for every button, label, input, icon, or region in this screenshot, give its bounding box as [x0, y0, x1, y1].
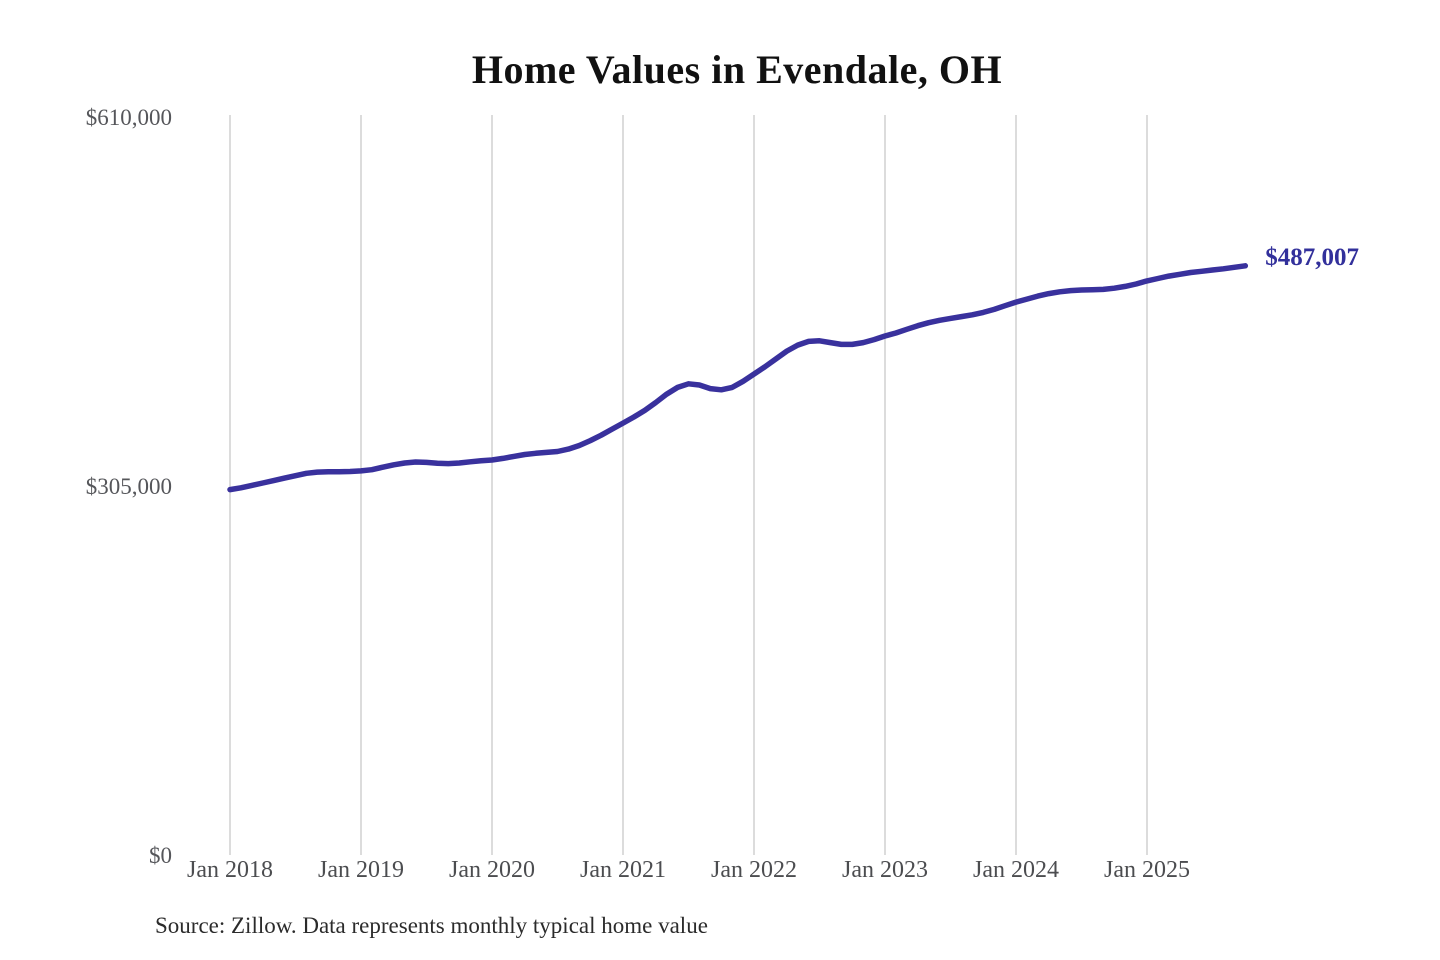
gridline-group [229, 115, 1148, 855]
x-axis-tick-label: Jan 2025 [1104, 857, 1190, 883]
source-note: Source: Zillow. Data represents monthly … [155, 913, 708, 938]
x-axis-tick-label: Jan 2020 [449, 857, 535, 883]
x-axis-tick-label: Jan 2019 [318, 857, 404, 883]
y-axis-tick-label: $0 [149, 843, 172, 868]
chart-title: Home Values in Evendale, OH [471, 47, 1003, 92]
x-axis-tick-label: Jan 2023 [842, 857, 928, 883]
y-axis-tick-label: $305,000 [85, 474, 172, 499]
value-line [227, 263, 1249, 493]
y-axis-tick-label: $610,000 [85, 105, 172, 130]
end-value-label: $487,007 [1265, 243, 1359, 271]
x-axis-tick-label: Jan 2021 [580, 857, 666, 883]
x-axis-tick-label: Jan 2024 [973, 857, 1059, 883]
x-axis-tick-label: Jan 2018 [187, 857, 273, 883]
x-axis-tick-label: Jan 2022 [711, 857, 797, 883]
